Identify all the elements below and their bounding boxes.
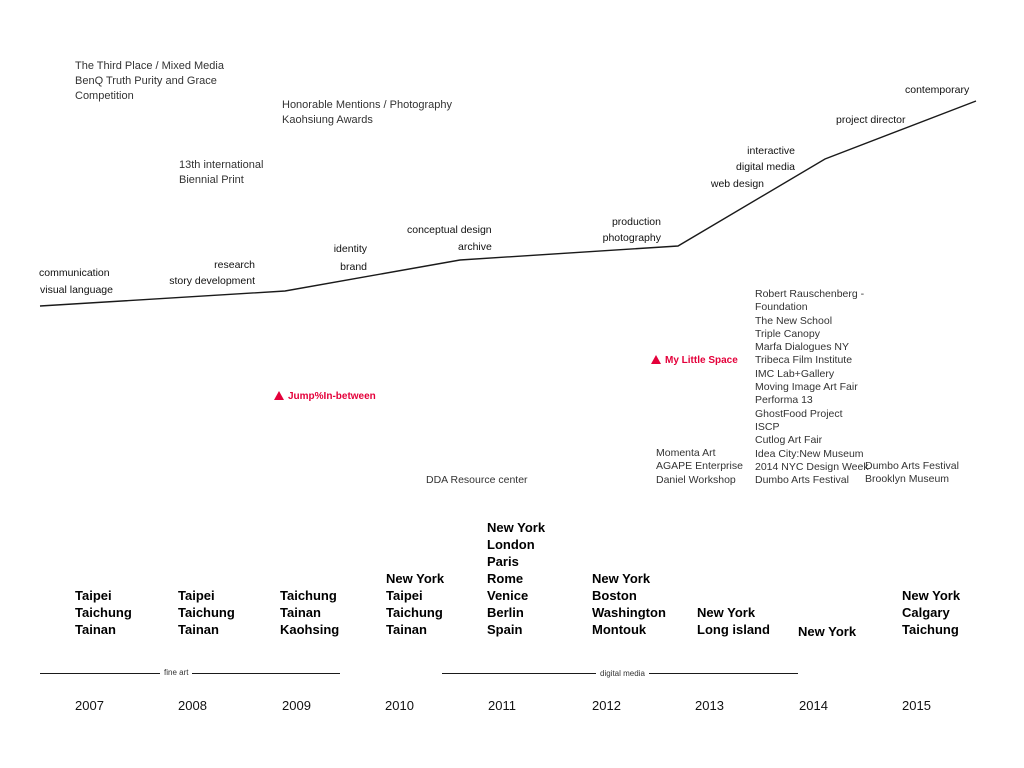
career-trajectory-line: [39, 100, 977, 307]
skill-interactive: interactive: [747, 145, 795, 157]
skill-web-design: web design: [710, 178, 764, 190]
year-2012: 2012: [592, 698, 621, 713]
project-jump-in-between: Jump%In-between: [274, 391, 376, 402]
year-2008: 2008: [178, 698, 207, 713]
cities-2013: New York Long island: [697, 605, 770, 637]
cities-2008: Taipei Taichung Tainan: [178, 588, 235, 637]
skill-visual-language: visual language: [40, 284, 113, 296]
skill-archive: archive: [458, 241, 492, 253]
project-my-little-space-label: My Little Space: [665, 355, 738, 366]
year-2011: 2011: [488, 698, 516, 713]
clients-2013: Robert Rauschenberg - Foundation The New…: [755, 288, 869, 487]
clients-2012: Momenta Art AGAPE Enterprise Daniel Work…: [656, 447, 743, 486]
cities-2010: New York Taipei Taichung Tainan: [386, 571, 445, 637]
cities-2007: Taipei Taichung Tainan: [75, 588, 132, 637]
red-triangle-icon: [274, 391, 284, 400]
skill-digital-media: digital media: [736, 161, 795, 173]
skill-communication: communication: [39, 267, 110, 279]
year-2009: 2009: [282, 698, 311, 713]
award-biennial-print: 13th international Biennial Print: [179, 159, 264, 186]
clients-2014: Dumbo Arts Festival Brooklyn Museum: [865, 460, 959, 486]
skill-identity: identity: [333, 243, 367, 255]
skill-brand: brand: [340, 261, 367, 273]
red-triangle-icon: [651, 355, 661, 364]
skill-photography: photography: [602, 232, 661, 244]
cities-2012: New York Boston Washington Montouk: [592, 571, 666, 637]
segment-label-digital-media: digital media: [596, 669, 649, 678]
year-2007: 2007: [75, 698, 104, 713]
skill-story-development: story development: [169, 275, 255, 287]
skill-contemporary: contemporary: [905, 84, 970, 96]
cities-2015: New York Calgary Taichung: [902, 588, 961, 637]
year-2013: 2013: [695, 698, 724, 713]
cities-2011: New York London Paris Rome Venice Berlin…: [487, 520, 546, 637]
cities-2014: New York: [798, 624, 857, 639]
skill-production: production: [611, 216, 661, 228]
year-2015: 2015: [902, 698, 931, 713]
project-my-little-space: My Little Space: [651, 355, 738, 366]
cities-2009: Taichung Tainan Kaohsing: [280, 588, 340, 637]
skill-research: research: [214, 259, 255, 271]
project-jump-label: Jump%In-between: [288, 391, 376, 402]
award-benq: The Third Place / Mixed Media BenQ Truth…: [75, 60, 224, 102]
segment-label-fine-art: fine art: [160, 668, 193, 677]
client-dda: DDA Resource center: [426, 474, 528, 486]
year-2010: 2010: [385, 698, 414, 713]
skill-conceptual-design: conceptual design: [407, 224, 492, 236]
year-2014: 2014: [799, 698, 828, 713]
award-kaohsiung: Honorable Mentions / Photography Kaohsiu…: [282, 99, 452, 126]
skill-project-director: project director: [836, 114, 906, 126]
